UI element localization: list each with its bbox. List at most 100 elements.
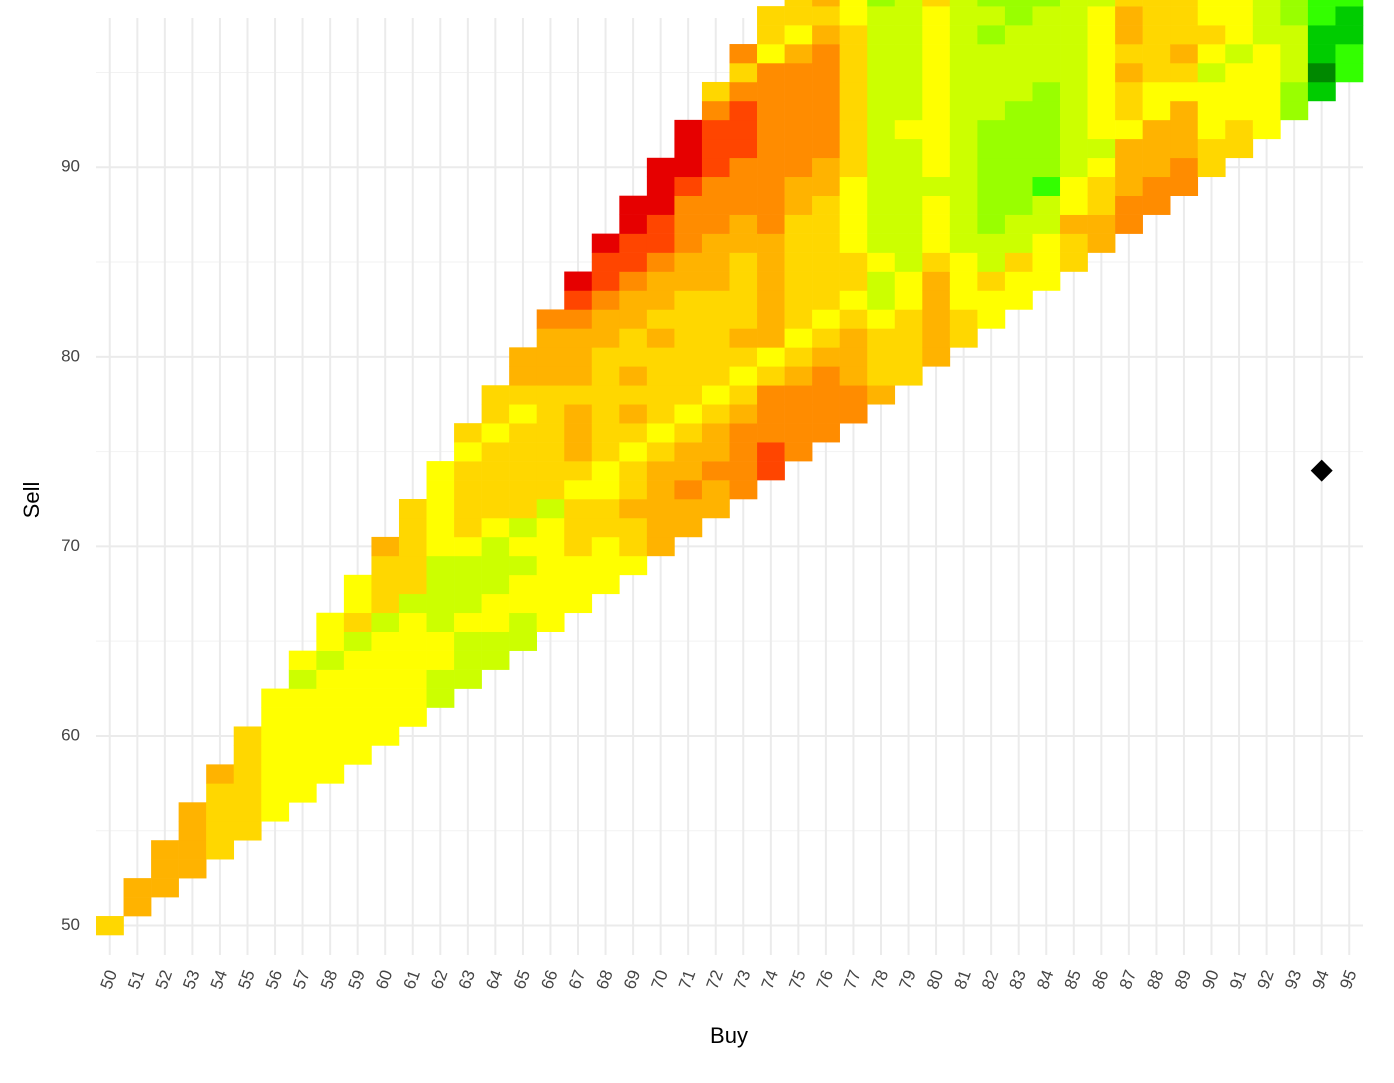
heatmap-cell xyxy=(701,366,730,386)
heatmap-cell xyxy=(619,233,648,253)
heatmap-cell xyxy=(178,821,207,841)
heatmap-cell xyxy=(454,669,482,689)
heatmap-cell xyxy=(564,309,593,329)
x-tick-label: 72 xyxy=(703,968,727,992)
x-tick-label: 74 xyxy=(758,968,782,992)
heatmap-cell xyxy=(316,631,345,651)
heatmap-cell xyxy=(398,574,427,595)
heatmap-cell xyxy=(1115,63,1143,83)
heatmap-cell xyxy=(591,347,620,367)
heatmap-cell xyxy=(454,517,482,538)
heatmap-cell xyxy=(729,214,758,234)
heatmap-cell xyxy=(701,423,730,443)
heatmap-cell xyxy=(343,650,372,670)
heatmap-cell xyxy=(206,821,235,841)
heatmap-cell xyxy=(1335,0,1364,7)
heatmap-cell xyxy=(564,574,593,595)
heatmap-cell xyxy=(674,271,703,291)
heatmap-cell xyxy=(922,176,951,196)
heatmap-cell xyxy=(591,536,620,557)
heatmap-cell xyxy=(564,499,593,519)
heatmap-cell xyxy=(206,840,235,860)
heatmap-cell xyxy=(1004,100,1033,121)
heatmap-cell xyxy=(1087,0,1116,7)
heatmap-cell xyxy=(867,138,896,159)
heatmap-cell xyxy=(1032,81,1061,102)
heatmap-cell xyxy=(564,461,593,481)
heatmap-cell xyxy=(646,499,675,519)
heatmap-cell xyxy=(812,328,840,348)
heatmap-cell xyxy=(536,461,565,481)
heatmap-cell xyxy=(701,290,730,310)
heatmap-cell xyxy=(729,385,758,405)
heatmap-cell xyxy=(894,63,923,83)
heatmap-cell xyxy=(1032,214,1061,234)
heatmap-cell xyxy=(481,385,510,405)
heatmap-cell xyxy=(1087,81,1116,102)
heatmap-cell xyxy=(1280,100,1309,121)
x-tick-label: 60 xyxy=(372,968,396,992)
heatmap-cell xyxy=(867,385,896,405)
heatmap-cell xyxy=(426,480,455,500)
heatmap-cell xyxy=(371,631,400,651)
heatmap-cell xyxy=(233,783,262,803)
heatmap-cell xyxy=(894,25,923,45)
heatmap-cell xyxy=(371,612,400,632)
heatmap-cell xyxy=(839,385,868,405)
heatmap-cell xyxy=(343,574,372,595)
heatmap-cell xyxy=(949,176,978,196)
heatmap-cell xyxy=(729,309,758,329)
heatmap-cell xyxy=(1060,214,1088,234)
heatmap-cell xyxy=(1060,138,1088,159)
heatmap-cell xyxy=(1115,81,1143,102)
heatmap-cell xyxy=(481,442,510,462)
heatmap-cell xyxy=(426,631,455,651)
heatmap-cell xyxy=(646,328,675,348)
heatmap-cell xyxy=(591,404,620,424)
heatmap-cell xyxy=(867,195,896,215)
heatmap-cell xyxy=(839,119,868,140)
heatmap-cell xyxy=(839,25,868,45)
x-tick-label: 87 xyxy=(1116,968,1140,992)
heatmap-cell xyxy=(1115,176,1143,196)
heatmap-cell xyxy=(1142,157,1171,178)
x-tick-label: 66 xyxy=(537,968,561,992)
heatmap-cell xyxy=(371,707,400,727)
heatmap-cell xyxy=(812,271,840,291)
heatmap-cell xyxy=(812,63,840,83)
highlight-marker xyxy=(1310,459,1333,482)
x-tick-label: 58 xyxy=(317,968,341,992)
heatmap-cell xyxy=(949,290,978,310)
heatmap-cell xyxy=(591,233,620,253)
heatmap-cell xyxy=(233,726,262,746)
heatmap-cell xyxy=(949,138,978,159)
heatmap-cell xyxy=(619,328,648,348)
x-tick-label: 84 xyxy=(1033,968,1057,992)
heatmap-cell xyxy=(1252,44,1281,64)
heatmap-cell xyxy=(1060,44,1088,64)
heatmap-cell xyxy=(426,593,455,614)
heatmap-cell xyxy=(1032,233,1061,253)
heatmap-cell xyxy=(536,309,565,329)
heatmap-cell xyxy=(922,309,951,329)
heatmap-cell xyxy=(757,195,785,215)
heatmap-cell xyxy=(288,783,317,803)
heatmap-cell xyxy=(206,783,235,803)
x-tick-label: 81 xyxy=(951,968,975,992)
heatmap-cell xyxy=(867,63,896,83)
heatmap-cell xyxy=(371,574,400,595)
x-tick-label: 59 xyxy=(345,968,369,992)
heatmap-cell xyxy=(839,44,868,64)
heatmap-cell xyxy=(757,404,785,424)
heatmap-cell xyxy=(784,347,813,367)
heatmap-cell xyxy=(398,536,427,557)
heatmap-cell xyxy=(206,802,235,822)
heatmap-cell xyxy=(233,745,262,765)
heatmap-cell xyxy=(674,252,703,272)
heatmap-cell xyxy=(316,764,345,784)
heatmap-cell xyxy=(481,555,510,576)
heatmap-cell xyxy=(674,195,703,215)
x-tick-label: 70 xyxy=(648,968,672,992)
heatmap-cell xyxy=(1115,100,1143,121)
heatmap-cell xyxy=(1115,44,1143,64)
